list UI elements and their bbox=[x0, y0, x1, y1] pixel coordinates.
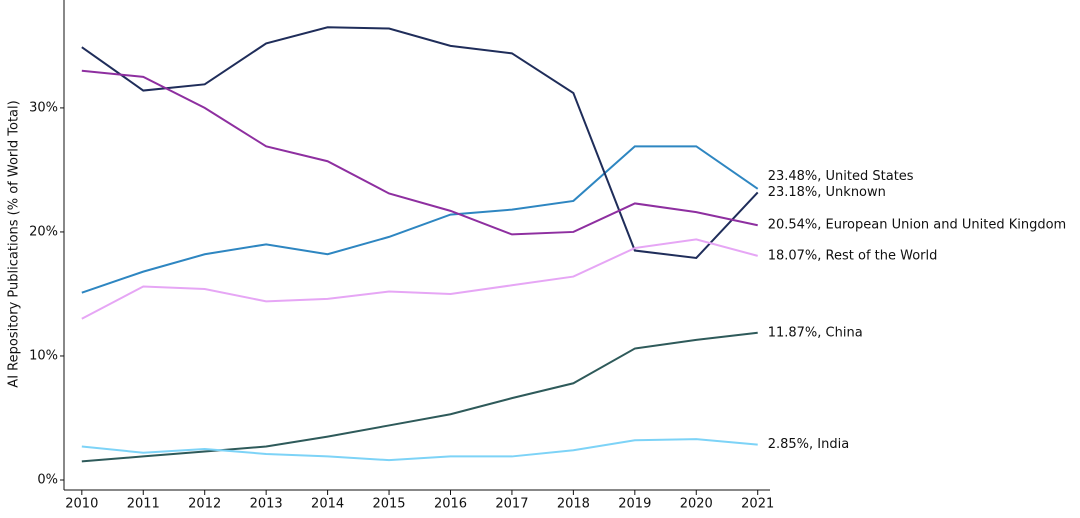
y-tick-label: 10% bbox=[29, 348, 58, 363]
x-tick-label: 2010 bbox=[65, 497, 98, 512]
x-tick-label: 2021 bbox=[741, 497, 774, 512]
series-line bbox=[81, 238, 758, 320]
series-line bbox=[81, 438, 758, 462]
end-label: 11.87%, China bbox=[768, 325, 863, 340]
end-label: 18.07%, Rest of the World bbox=[768, 248, 938, 263]
x-tick-label: 2012 bbox=[188, 497, 221, 512]
y-axis-label: AI Repository Publications (% of World T… bbox=[7, 100, 22, 387]
series-line bbox=[81, 69, 758, 236]
end-label: 23.18%, Unknown bbox=[768, 185, 886, 200]
x-tick-label: 2018 bbox=[557, 497, 590, 512]
y-tick-label: 20% bbox=[29, 224, 58, 239]
series-line bbox=[81, 145, 759, 294]
x-tick-label: 2013 bbox=[250, 497, 283, 512]
x-tick-label: 2017 bbox=[495, 497, 528, 512]
y-tick-label: 30% bbox=[29, 100, 58, 115]
x-tick-label: 2011 bbox=[127, 497, 160, 512]
end-label: 23.48%, United States bbox=[768, 169, 914, 184]
end-label: 20.54%, European Union and United Kingdo… bbox=[768, 218, 1067, 233]
end-label: 2.85%, India bbox=[768, 437, 849, 452]
x-tick-label: 2016 bbox=[434, 497, 467, 512]
series-line bbox=[81, 26, 759, 260]
x-tick-label: 2020 bbox=[680, 497, 713, 512]
x-tick-label: 2015 bbox=[372, 497, 405, 512]
y-tick-label: 0% bbox=[37, 473, 58, 488]
x-tick-label: 2019 bbox=[618, 497, 651, 512]
series-line bbox=[81, 331, 758, 463]
x-tick-label: 2014 bbox=[311, 497, 344, 512]
